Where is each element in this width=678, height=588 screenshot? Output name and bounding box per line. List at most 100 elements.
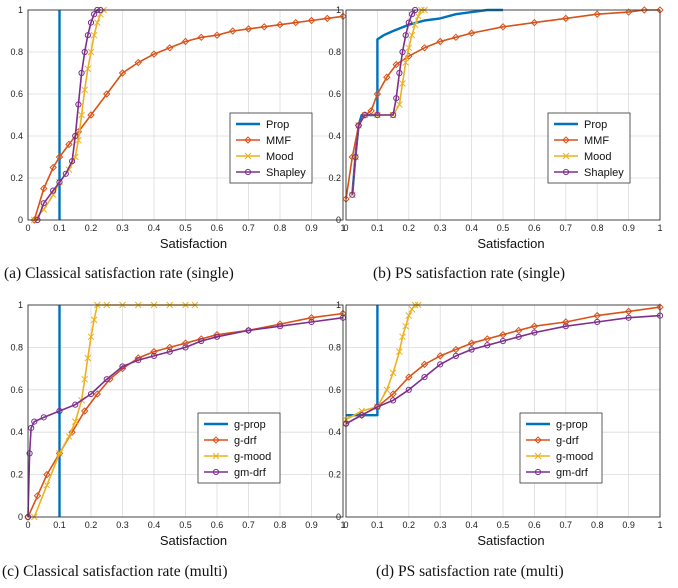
data-point-g-drf (181, 339, 190, 347)
y-tick-label: 1 (18, 5, 23, 15)
data-point-shapley (91, 11, 98, 18)
legend-entry: g-mood (556, 451, 593, 463)
x-tick-label: 0.5 (497, 520, 510, 530)
x-tick-label: 0.1 (371, 520, 384, 530)
axes-box (345, 304, 661, 518)
data-point-g-drf (150, 347, 158, 356)
x-tick-label: 0.6 (528, 223, 541, 233)
x-axis-label: Satisfaction (160, 236, 227, 251)
data-point-mmf (530, 18, 539, 27)
data-point-mmf (420, 44, 429, 52)
y-tick-label: 0.2 (10, 470, 23, 480)
figure-caption: (b) PS satisfaction rate (single) (373, 265, 565, 282)
legend-entry: gm-drf (234, 467, 267, 479)
data-point-mmf (260, 23, 268, 31)
y-tick-label: 0.8 (10, 47, 23, 57)
y-tick-label: 0.8 (328, 47, 341, 57)
y-tick-label: 0.4 (328, 427, 341, 437)
data-point-shapley (84, 32, 91, 39)
data-point-mmf (373, 90, 382, 98)
legend-entry: Mood (584, 151, 612, 163)
x-tick-label: 0.1 (53, 223, 66, 233)
data-point-g-drf (389, 390, 397, 398)
data-point-mmf (307, 16, 316, 25)
y-tick-label: 0.2 (10, 173, 23, 183)
data-point-gm-drf (390, 397, 397, 404)
y-tick-label: 1 (336, 300, 341, 310)
y-tick-label: 0.4 (10, 131, 23, 141)
y-tick-label: 0.6 (328, 385, 341, 395)
data-point-gm-drf (499, 337, 507, 345)
data-point-shapley (402, 32, 409, 39)
data-point-gm-drf (119, 363, 126, 370)
data-point-mood (81, 86, 89, 94)
data-point-mood (78, 111, 85, 119)
series-mmf (30, 12, 347, 224)
data-point-shapley (75, 101, 82, 108)
data-point-g-drf (276, 320, 284, 328)
data-point-mood (93, 19, 101, 26)
y-tick-label: 0.6 (10, 89, 23, 99)
data-point-gm-drf (182, 344, 189, 351)
x-tick-label: 0.5 (497, 223, 510, 233)
legend-entry: g-prop (556, 419, 588, 431)
x-tick-label: 0.9 (622, 520, 635, 530)
data-point-g-drf (197, 335, 205, 343)
x-tick-label: 0.8 (274, 223, 287, 233)
data-point-gm-drf (308, 318, 315, 326)
legend-entry: Mood (266, 151, 294, 163)
data-point-shapley (62, 170, 69, 177)
data-point-shapley (50, 187, 57, 194)
data-point-mood (408, 31, 416, 39)
x-tick-label: 1 (657, 520, 662, 530)
x-tick-label: 0.3 (116, 520, 129, 530)
data-point-shapley (408, 11, 416, 18)
legend-entry: Shapley (584, 167, 624, 179)
legend-marker (244, 152, 252, 160)
data-point-g-drf (307, 314, 316, 322)
x-tick-label: 0 (343, 520, 348, 530)
data-point-gm-drf (213, 333, 221, 340)
data-point-g-drf (166, 343, 174, 352)
data-point-gm-drf (531, 329, 538, 336)
data-point-gm-drf (594, 318, 601, 326)
data-point-mmf (166, 44, 174, 52)
legend-marker (244, 136, 252, 144)
data-point-shapley (69, 158, 76, 165)
data-point-gm-drf (26, 450, 33, 457)
y-tick-label: 0 (18, 512, 23, 522)
x-tick-label: 0.6 (211, 223, 224, 233)
axes-box (27, 9, 344, 221)
y-tick-label: 0.6 (10, 385, 23, 395)
data-point-mmf (213, 31, 221, 39)
data-point-mmf (134, 58, 142, 67)
legend-entry: g-mood (234, 451, 271, 463)
data-point-shapley (40, 200, 47, 207)
x-axis-label: Satisfaction (477, 533, 544, 548)
data-point-gm-drf (405, 386, 412, 393)
data-point-gm-drf (150, 352, 158, 359)
y-tick-label: 0.2 (328, 173, 341, 183)
data-point-shapley (81, 48, 88, 56)
legend-entry: Prop (266, 119, 289, 131)
figure-caption: (a) Classical satisfaction rate (single) (4, 265, 234, 282)
chart-panel-b: 0 0.1 0.2 0.3 0.4 0.5 0.6 0.7 0.8 0.9 100.20.40.60… (328, 5, 664, 282)
data-point-gm-drf (625, 314, 632, 321)
data-point-g-mood (87, 333, 95, 341)
data-point-mmf (49, 163, 57, 172)
data-point-g-mood (405, 312, 413, 319)
x-tick-label: 0 (343, 223, 348, 233)
chart-panel-a: 0 0.1 0.2 0.3 0.4 0.5 0.6 0.7 0.8 0.9 100.20.40.60… (4, 5, 347, 282)
legend: Prop MMF Mood Shapley (229, 112, 313, 184)
data-point-mmf (244, 25, 253, 33)
legend-entry: Shapley (266, 167, 306, 179)
data-point-g-mood (71, 418, 79, 425)
data-point-mmf (392, 60, 400, 69)
legend: g-prop g-drf g-mood gm-drf (197, 412, 281, 484)
data-point-mmf (383, 73, 391, 81)
x-tick-label: 0.6 (211, 520, 224, 530)
data-point-gm-drf (166, 348, 173, 355)
y-tick-label: 0.8 (10, 342, 23, 352)
data-point-g-drf (593, 311, 601, 320)
data-point-g-mood (408, 305, 416, 313)
